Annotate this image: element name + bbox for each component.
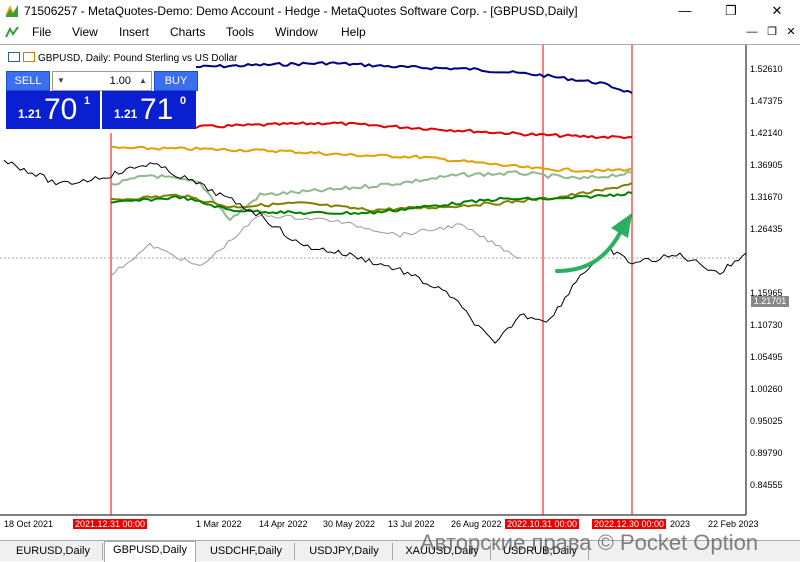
- sell-price-button[interactable]: 1.21 70 1: [6, 91, 100, 129]
- menu-tools[interactable]: Tools: [226, 25, 255, 39]
- price-axis-label: 1.10730: [750, 320, 783, 330]
- price-axis-label: 1.05495: [750, 352, 783, 362]
- price-axis-label: 1.36905: [750, 160, 783, 170]
- chart-header: GBPUSD, Daily: Pound Sterling vs US Doll…: [8, 52, 238, 64]
- time-axis-label: 14 Apr 2022: [259, 519, 308, 529]
- sell-price-prefix: 1.21: [18, 107, 42, 121]
- lot-size-field[interactable]: ▼ 1.00 ▲: [52, 71, 152, 91]
- price-chart[interactable]: [0, 45, 800, 541]
- vertical-line-tag[interactable]: 2021.12.31 00:00: [73, 519, 148, 529]
- chart-header-text: GBPUSD, Daily: Pound Sterling vs US Doll…: [38, 53, 238, 64]
- mdi-minimize-button[interactable]: —: [746, 26, 758, 38]
- lot-value[interactable]: 1.00: [109, 75, 131, 87]
- time-axis-label: 22 Feb 2023: [708, 519, 759, 529]
- chart-tabs: EURUSD,Daily GBPUSD,Daily USDCHF,Daily U…: [0, 540, 800, 562]
- price-axis-label: 1.15965: [750, 288, 783, 298]
- tab-usdjpy[interactable]: USDJPY,Daily: [296, 543, 393, 560]
- sell-price-pips: 70: [44, 93, 78, 126]
- buy-price-fraction: 0: [180, 95, 187, 107]
- price-axis-label: 0.95025: [750, 416, 783, 426]
- window-title: 71506257 - MetaQuotes-Demo: Demo Account…: [24, 4, 578, 18]
- price-axis-label: 1.26435: [750, 224, 783, 234]
- lot-decrease-icon[interactable]: ▼: [57, 76, 65, 85]
- menu-charts[interactable]: Charts: [170, 25, 206, 39]
- menu-bar: File View Insert Charts Tools Window Hel…: [0, 22, 800, 42]
- buy-button[interactable]: BUY: [154, 71, 198, 91]
- series-line-lightgreen: [110, 170, 633, 222]
- overlay-series: [3, 61, 747, 344]
- buy-price-pips: 71: [140, 93, 174, 126]
- menu-view[interactable]: View: [72, 25, 98, 39]
- watermark: Авторские права © Pocket Option: [420, 530, 759, 555]
- menu-help[interactable]: Help: [341, 25, 366, 39]
- tab-xauusd[interactable]: XAUUSD,Daily: [394, 543, 491, 560]
- series-line-red: [195, 121, 633, 140]
- maximize-button[interactable]: ❐: [725, 3, 737, 18]
- chart-header-icon: [8, 52, 20, 62]
- series-line-green: [110, 191, 633, 216]
- lot-increase-icon[interactable]: ▲: [139, 76, 147, 85]
- sell-button[interactable]: SELL: [6, 71, 50, 91]
- time-axis-label: 30 May 2022: [323, 519, 376, 529]
- chart-window[interactable]: GBPUSD, Daily: Pound Sterling vs US Doll…: [0, 44, 800, 541]
- price-axis-label: 1.52610: [750, 64, 783, 74]
- minimize-button[interactable]: —: [678, 3, 692, 18]
- close-button[interactable]: ✕: [771, 3, 783, 18]
- menu-file[interactable]: File: [32, 25, 52, 39]
- trend-arrow-head: [611, 213, 632, 238]
- title-bar: 71506257 - MetaQuotes-Demo: Demo Account…: [0, 0, 800, 22]
- time-axis-label: 13 Jul 2022: [388, 519, 435, 529]
- buy-price-prefix: 1.21: [114, 107, 138, 121]
- time-axis-label: 2023: [670, 519, 691, 529]
- time-axis-label: 18 Oct 2021: [4, 519, 54, 529]
- time-axis-label: 26 Aug 2022: [451, 519, 502, 529]
- metatrader-app-icon: [5, 5, 18, 17]
- time-axis-label: 1 Mar 2022: [196, 519, 242, 529]
- vertical-line-tag[interactable]: 2022.10.31 00:00: [505, 519, 580, 529]
- time-axis: 18 Oct 2021 2021.12.31 00:00 1 Mar 2022 …: [0, 515, 800, 539]
- series-line-gray: [110, 213, 521, 277]
- mdi-restore-button[interactable]: ❐: [767, 26, 777, 38]
- trend-arrow: [555, 231, 622, 273]
- price-axis-label: 0.89790: [750, 448, 783, 458]
- menu-window[interactable]: Window: [275, 25, 318, 39]
- buy-price-button[interactable]: 1.21 71 0: [102, 91, 196, 129]
- price-line-main: [3, 159, 747, 344]
- price-axis-label: 0.84555: [750, 480, 783, 490]
- vertical-line-tag[interactable]: 2022.12.30 00:00: [592, 519, 667, 529]
- chart-header-icon-2: [23, 52, 35, 62]
- tab-usdchf[interactable]: USDCHF,Daily: [198, 543, 295, 560]
- price-axis-label: 1.31670: [750, 192, 783, 202]
- sell-price-fraction: 1: [84, 95, 91, 107]
- series-line-orange: [110, 145, 633, 174]
- one-click-trading-panel: SELL ▼ 1.00 ▲ BUY 1.21 70 1 1.21 71 0: [6, 71, 198, 129]
- mdi-close-button[interactable]: ✕: [786, 26, 796, 38]
- price-axis-label: 1.42140: [750, 128, 783, 138]
- tab-usdrub[interactable]: USDRUB,Daily: [492, 543, 589, 560]
- tab-gbpusd[interactable]: GBPUSD,Daily: [104, 541, 196, 562]
- price-axis-label: 1.47375: [750, 96, 783, 106]
- series-line-navy: [195, 61, 633, 94]
- tab-eurusd[interactable]: EURUSD,Daily: [4, 543, 103, 560]
- chart-window-icon: [5, 26, 19, 38]
- bid-price-label: 1.21701: [751, 296, 789, 307]
- price-axis-label: 1.00260: [750, 384, 783, 394]
- menu-insert[interactable]: Insert: [119, 25, 150, 39]
